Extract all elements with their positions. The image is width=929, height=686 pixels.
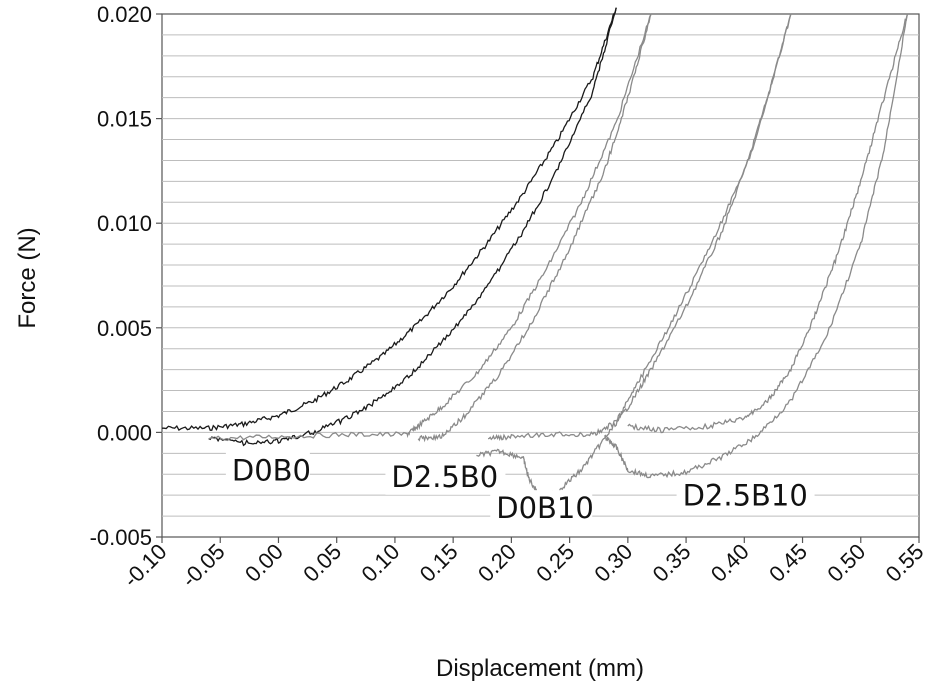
y-tick-label: 0.000 [97, 420, 152, 445]
series-d0b0-unloading-line [208, 7, 617, 447]
series-d2-5b10-loading-line [604, 13, 909, 479]
annotation-background [676, 477, 815, 514]
x-tick-label: 0.40 [706, 539, 754, 587]
x-tick-label: 0.25 [531, 539, 579, 587]
y-axis-ticks: 0.020 0.015 0.010 0.005 0.000 -0.005 [90, 2, 162, 550]
annotation-background [385, 458, 506, 495]
series-d2-5b0-unloading-line [417, 13, 652, 443]
gridlines [162, 34, 919, 517]
series-d2-5b10-unloading-line [627, 13, 909, 434]
annotation-background [225, 452, 310, 489]
y-tick-label: 0.010 [97, 211, 152, 236]
x-tick-label: 0.05 [298, 539, 346, 587]
series-d2-5b0-loading-line [208, 13, 652, 442]
plot-frame [161, 13, 920, 538]
series-d0b10-unloading-line [487, 13, 792, 442]
x-tick-label: 0.35 [648, 539, 696, 587]
x-tick-label: 0.45 [764, 539, 812, 587]
annotation-label: D2.5B0 [391, 460, 498, 494]
x-tick-label: 0.20 [473, 539, 521, 587]
x-tick-label: 0.55 [881, 539, 929, 587]
x-axis-label: Displacement (mm) [436, 655, 644, 682]
series-d0b10-loading-line [476, 13, 792, 501]
x-axis-ticks: -0.10 -0.05 0.00 0.05 0.10 0.15 0.20 0.25 0.30 0.… [118, 537, 929, 592]
x-tick-label: 0.30 [589, 539, 637, 587]
y-axis-label: Force (N) [14, 227, 41, 328]
annotation-label: D2.5B10 [683, 479, 808, 513]
x-tick-label: -0.05 [177, 539, 230, 592]
x-tick-label: 0.50 [822, 539, 870, 587]
x-tick-label: 0.10 [356, 539, 404, 587]
annotation-background [490, 490, 593, 527]
y-tick-label: 0.020 [97, 2, 152, 27]
y-tick-label: 0.005 [97, 316, 152, 341]
x-tick-label: 0.00 [240, 539, 288, 587]
series-lines [162, 7, 909, 501]
series-d0b0-loading-line [162, 7, 617, 432]
annotation-label: D0B10 [496, 491, 594, 525]
x-tick-label: 0.15 [415, 539, 463, 587]
y-tick-label: -0.005 [90, 525, 152, 550]
annotation-label: D0B0 [232, 454, 311, 488]
y-tick-label: 0.015 [97, 107, 152, 132]
